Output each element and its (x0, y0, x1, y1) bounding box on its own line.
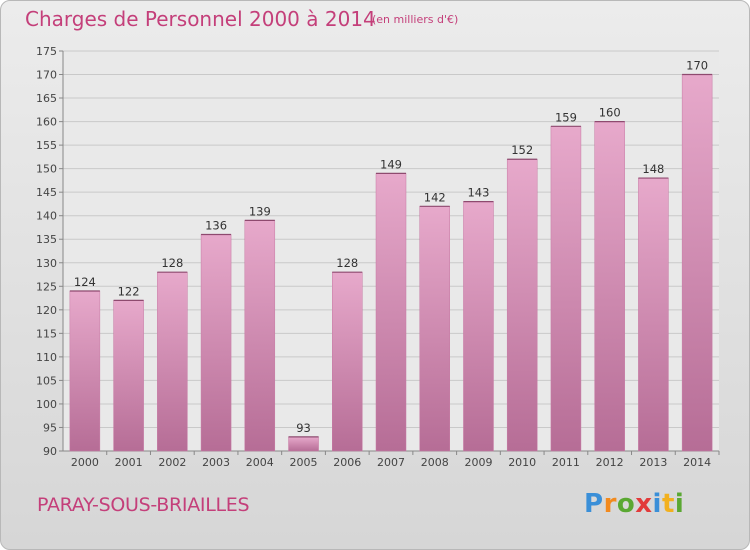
bar (69, 290, 101, 452)
y-tick-label: 110 (36, 351, 57, 364)
logo-letter: x (635, 489, 653, 519)
y-tick-label: 130 (36, 257, 57, 270)
y-tick-label: 105 (36, 374, 57, 387)
logo-letter: t (661, 489, 675, 519)
bar (681, 74, 713, 452)
x-tick-label: 2005 (290, 456, 318, 469)
logo-letter: i (652, 489, 662, 519)
x-tick-label: 2000 (71, 456, 99, 469)
x-tick-label: 2004 (246, 456, 274, 469)
x-tick-label: 2001 (115, 456, 143, 469)
y-tick-label: 115 (36, 327, 57, 340)
x-tick-label: 2006 (333, 456, 361, 469)
x-tick-label: 2010 (508, 456, 536, 469)
bar (594, 121, 625, 452)
data-label: 124 (74, 275, 96, 289)
data-label: 152 (511, 143, 533, 157)
chart-title: Charges de Personnel 2000 à 2014 (25, 7, 376, 31)
bar (506, 158, 538, 452)
data-label: 139 (249, 204, 271, 218)
logo-letter: o (616, 489, 636, 519)
city-name: PARAY-SOUS-BRIAILLES (37, 494, 250, 516)
y-tick-label: 140 (36, 210, 57, 223)
data-label: 148 (642, 162, 664, 176)
x-tick-label: 2012 (596, 456, 624, 469)
bar (200, 234, 232, 452)
y-tick-label: 100 (36, 398, 57, 411)
bar (375, 173, 407, 452)
y-tick-label: 155 (36, 139, 57, 152)
x-tick-label: 2003 (202, 456, 230, 469)
y-tick-label: 175 (36, 45, 57, 58)
y-tick-label: 90 (43, 445, 57, 458)
data-label: 142 (424, 190, 446, 204)
bar (463, 201, 494, 452)
y-tick-label: 95 (43, 421, 57, 434)
data-label: 128 (336, 256, 358, 270)
logo-letter: r (603, 489, 617, 519)
y-tick-label: 145 (36, 186, 57, 199)
y-tick-label: 135 (36, 233, 57, 246)
x-tick-label: 2007 (377, 456, 405, 469)
y-tick-label: 165 (36, 92, 57, 105)
x-tick-label: 2002 (158, 456, 186, 469)
bar (332, 271, 363, 452)
data-label: 160 (599, 106, 621, 120)
x-tick-label: 2008 (421, 456, 449, 469)
bar (550, 126, 582, 452)
data-label: 149 (380, 157, 402, 171)
x-tick-label: 2013 (639, 456, 667, 469)
x-tick-label: 2009 (464, 456, 492, 469)
bar (113, 300, 144, 452)
bar (157, 271, 188, 452)
data-label: 128 (161, 256, 183, 270)
y-tick-label: 150 (36, 163, 57, 176)
bar (244, 220, 276, 452)
y-tick-label: 170 (36, 69, 57, 82)
y-tick-label: 120 (36, 304, 57, 317)
data-label: 143 (467, 186, 489, 200)
bar (419, 206, 450, 452)
proxiti-logo: Proxiti (584, 489, 684, 519)
y-tick-label: 160 (36, 116, 57, 129)
logo-letter: P (584, 489, 604, 519)
data-label: 170 (686, 59, 708, 73)
bar (288, 436, 319, 452)
chart-subtitle: (en milliers d'€) (372, 13, 459, 26)
data-label: 159 (555, 110, 577, 124)
x-tick-label: 2014 (683, 456, 711, 469)
bar (638, 177, 669, 452)
data-label: 122 (118, 284, 140, 298)
data-label: 136 (205, 219, 227, 233)
y-tick-label: 125 (36, 280, 57, 293)
logo-letter: i (674, 489, 685, 519)
x-tick-label: 2011 (552, 456, 580, 469)
data-label: 93 (296, 421, 311, 435)
